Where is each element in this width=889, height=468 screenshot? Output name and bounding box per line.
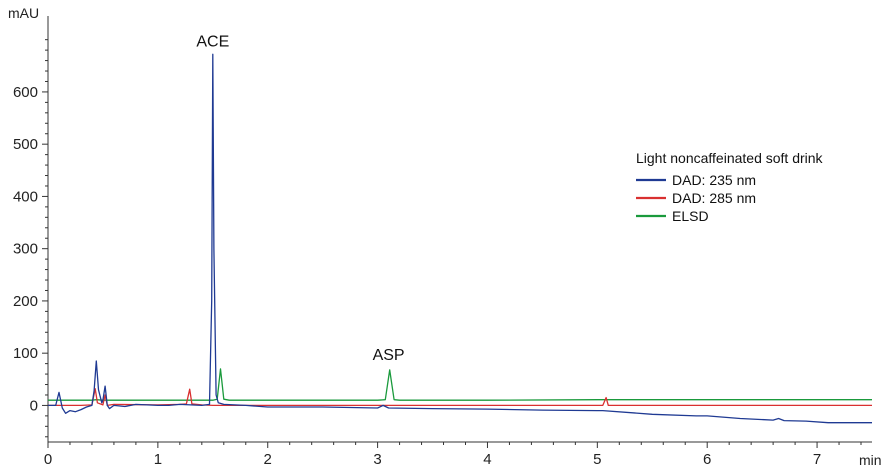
legend: Light noncaffeinated soft drink DAD: 235 …	[636, 150, 824, 224]
x-tick-label: 2	[264, 451, 272, 468]
y-tick-label: 300	[13, 241, 38, 258]
series-line-dad-235-nm	[48, 53, 872, 424]
x-tick-label: 3	[373, 451, 381, 468]
legend-title: Light noncaffeinated soft drink	[636, 150, 824, 166]
series-line-dad-285-nm	[48, 388, 872, 407]
x-tick-label: 0	[44, 451, 52, 468]
x-tick-label: 4	[483, 451, 491, 468]
peak-label-asp: ASP	[373, 347, 405, 364]
plot-area	[48, 53, 872, 424]
y-tick-label: 600	[13, 84, 38, 101]
series-line-elsd	[48, 368, 872, 401]
y-tick-label: 0	[30, 397, 38, 414]
y-tick-label: 400	[13, 188, 38, 205]
x-tick-label: 7	[813, 451, 821, 468]
x-tick-label: 6	[703, 451, 711, 468]
legend-entry-label: ELSD	[672, 208, 709, 224]
y-axis-label: mAU	[8, 5, 39, 21]
x-axis-label: min	[859, 452, 882, 468]
axes: 0 100 200 300 400 500 600 0 1 2 3 4 5 6 7 mAU min	[8, 5, 882, 468]
legend-entry-label: DAD: 235 nm	[672, 172, 756, 188]
peak-label-ace: ACE	[196, 34, 229, 51]
x-tick-label: 1	[154, 451, 162, 468]
y-tick-label: 100	[13, 345, 38, 362]
peak-annotations: ACE ASP	[196, 34, 405, 364]
y-tick-label: 500	[13, 136, 38, 153]
legend-entry-label: DAD: 285 nm	[672, 190, 756, 206]
y-tick-label: 200	[13, 293, 38, 310]
x-tick-label: 5	[593, 451, 601, 468]
